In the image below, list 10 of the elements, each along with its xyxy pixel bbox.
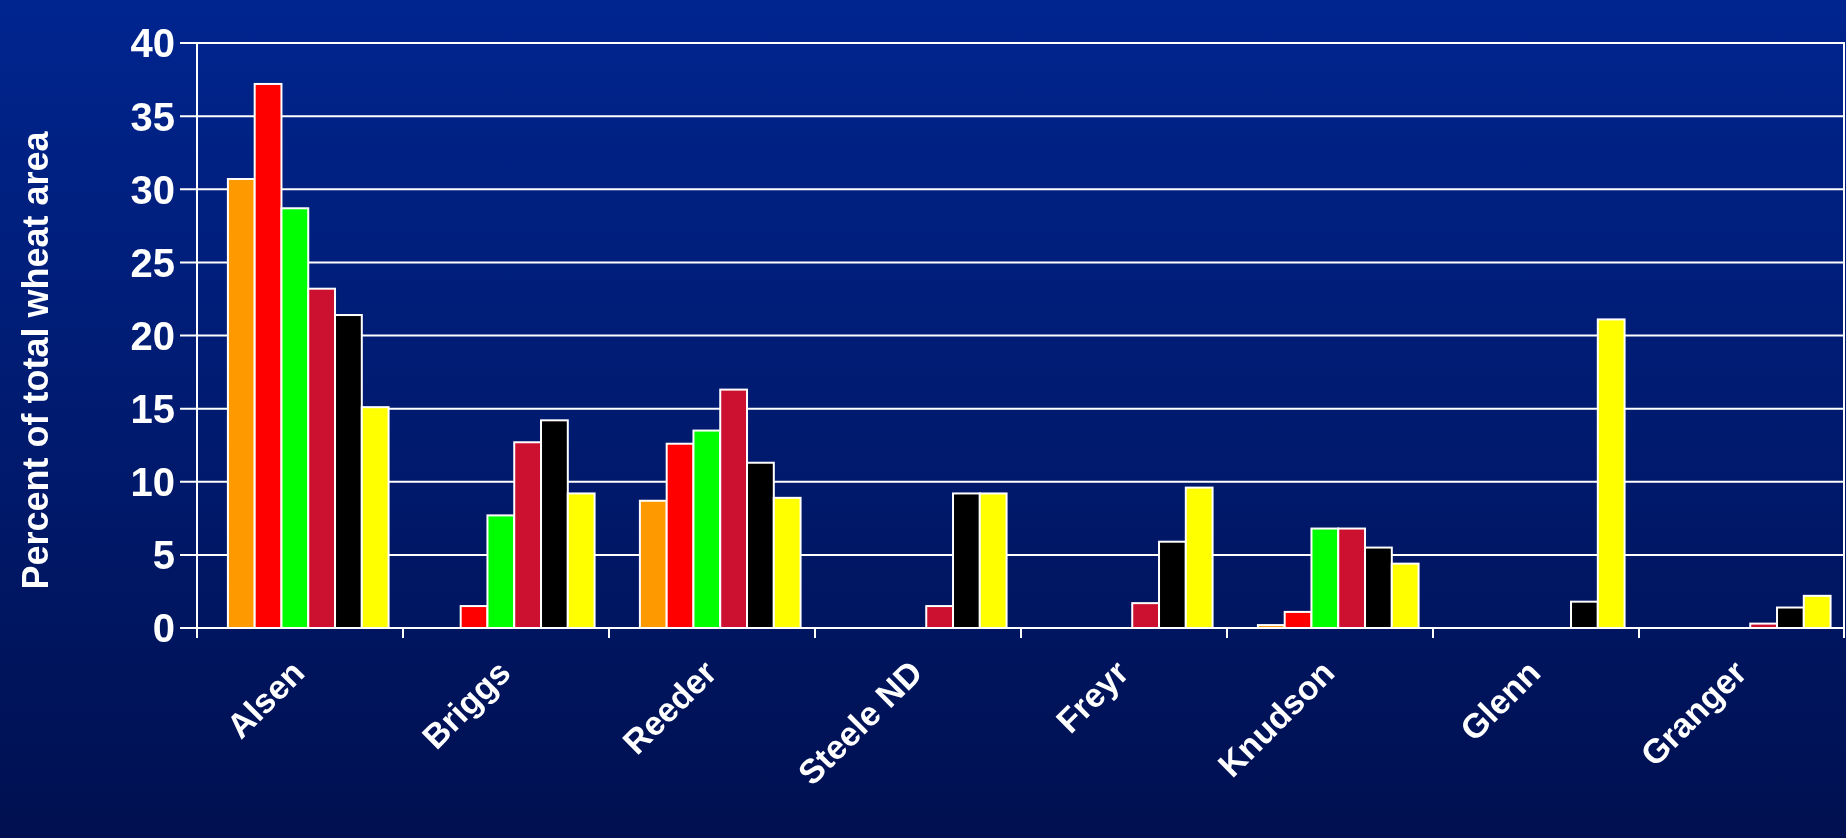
y-tick-label: 25	[130, 240, 175, 285]
y-tick-label: 40	[130, 21, 175, 66]
y-tick-label: 0	[152, 606, 175, 651]
y-tick-label: 10	[130, 460, 175, 505]
y-axis-title: Percent of total wheat area	[15, 130, 56, 590]
y-tick-label: 30	[130, 167, 175, 212]
y-tick-label: 5	[152, 533, 175, 578]
y-tick-label: 15	[130, 387, 175, 432]
y-tick-label: 20	[130, 313, 175, 358]
y-tick-label: 35	[130, 94, 175, 139]
